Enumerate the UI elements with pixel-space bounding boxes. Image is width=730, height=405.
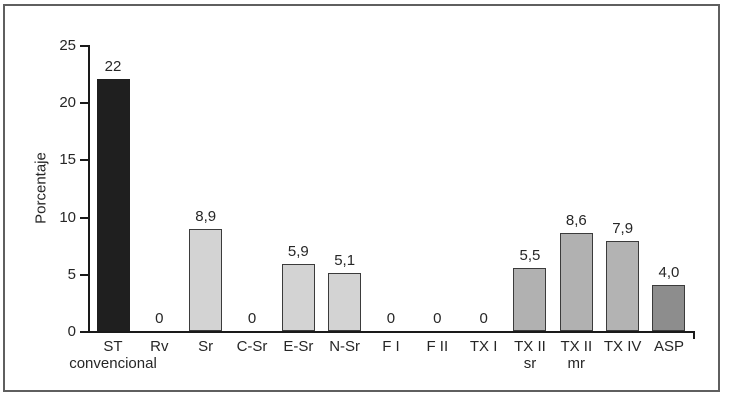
x-tick-label: F II [426,338,448,355]
x-tick-label: F I [382,338,400,355]
y-tick-label: 15 [59,151,76,169]
x-tick-label: Rv [150,338,168,355]
bar [513,268,547,331]
bar [189,229,223,331]
x-tick-label-line: Rv [150,338,169,355]
bar-value-label: 0 [479,310,488,327]
x-tick-label: ASP [654,338,684,355]
x-tick-label-line: N-Sr [329,338,361,355]
x-tick-label-line: ASP [653,338,684,355]
bar-value-label: 22 [104,58,122,76]
x-tick-label-line: convencional [69,355,157,372]
bar-value-label: 5,5 [519,247,541,265]
bar-value-label: 0 [433,310,442,327]
x-tick-label: E-Sr [283,338,313,355]
x-tick-label-line: sr [523,355,537,372]
x-tick-label-line: mr [567,355,586,372]
bar-value-label: 5,9 [287,242,309,260]
bar [281,263,315,331]
y-tick-label: 5 [67,265,76,283]
bar-value-label: 7,9 [612,219,634,237]
y-tick-label: 25 [59,37,76,54]
bar [606,240,640,331]
x-tick-label-line: Sr [198,338,214,355]
y-tick-mark [80,102,88,105]
y-tick-mark [80,45,88,47]
x-tick-label-line: TX II [560,338,593,355]
x-tick-label: TX II sr [514,338,546,372]
bar-value-label: 0 [386,310,396,327]
x-tick-label-line: F I [382,338,400,355]
y-tick-mark [80,273,88,276]
x-tick-label-line: ST [103,338,123,355]
bar-value-label: 0 [247,310,257,327]
x-tick-label-line: TX IV [603,338,642,355]
bar-value-label: 8,6 [565,211,587,229]
y-axis-line [88,45,90,333]
y-tick-label: 0 [67,323,76,340]
x-tick-label-line: F II [426,338,449,355]
x-tick-label: C-Sr [237,338,268,355]
bar-value-label: 5,1 [334,251,356,269]
bar [652,285,686,331]
x-axis-line [88,331,695,333]
y-tick-mark [80,331,88,333]
bar [96,79,130,331]
x-tick-label-line: TX I [469,338,498,355]
y-tick-label: 10 [59,208,76,226]
x-tick-label-line: C-Sr [236,338,268,355]
y-tick-mark [80,159,88,162]
bar-value-label: 4,0 [658,264,680,282]
x-tick-label: TX IV [604,338,642,355]
y-tick-label: 20 [59,94,76,112]
x-tick-label: TX II mr [560,338,592,372]
bar [559,232,593,331]
x-tick-label-line: E-Sr [283,338,314,355]
x-tick-label: Sr [198,338,213,355]
bar-value-label: 8,9 [195,208,217,226]
y-tick-mark [80,216,88,219]
bar-value-label: 0 [155,310,164,327]
x-tick-label: N-Sr [329,338,360,355]
x-axis-end-tick [693,331,695,339]
x-tick-label: ST convencional [69,338,157,372]
x-tick-label: TX I [470,338,498,355]
bar [328,272,362,331]
x-tick-label-line: TX II [514,338,546,355]
